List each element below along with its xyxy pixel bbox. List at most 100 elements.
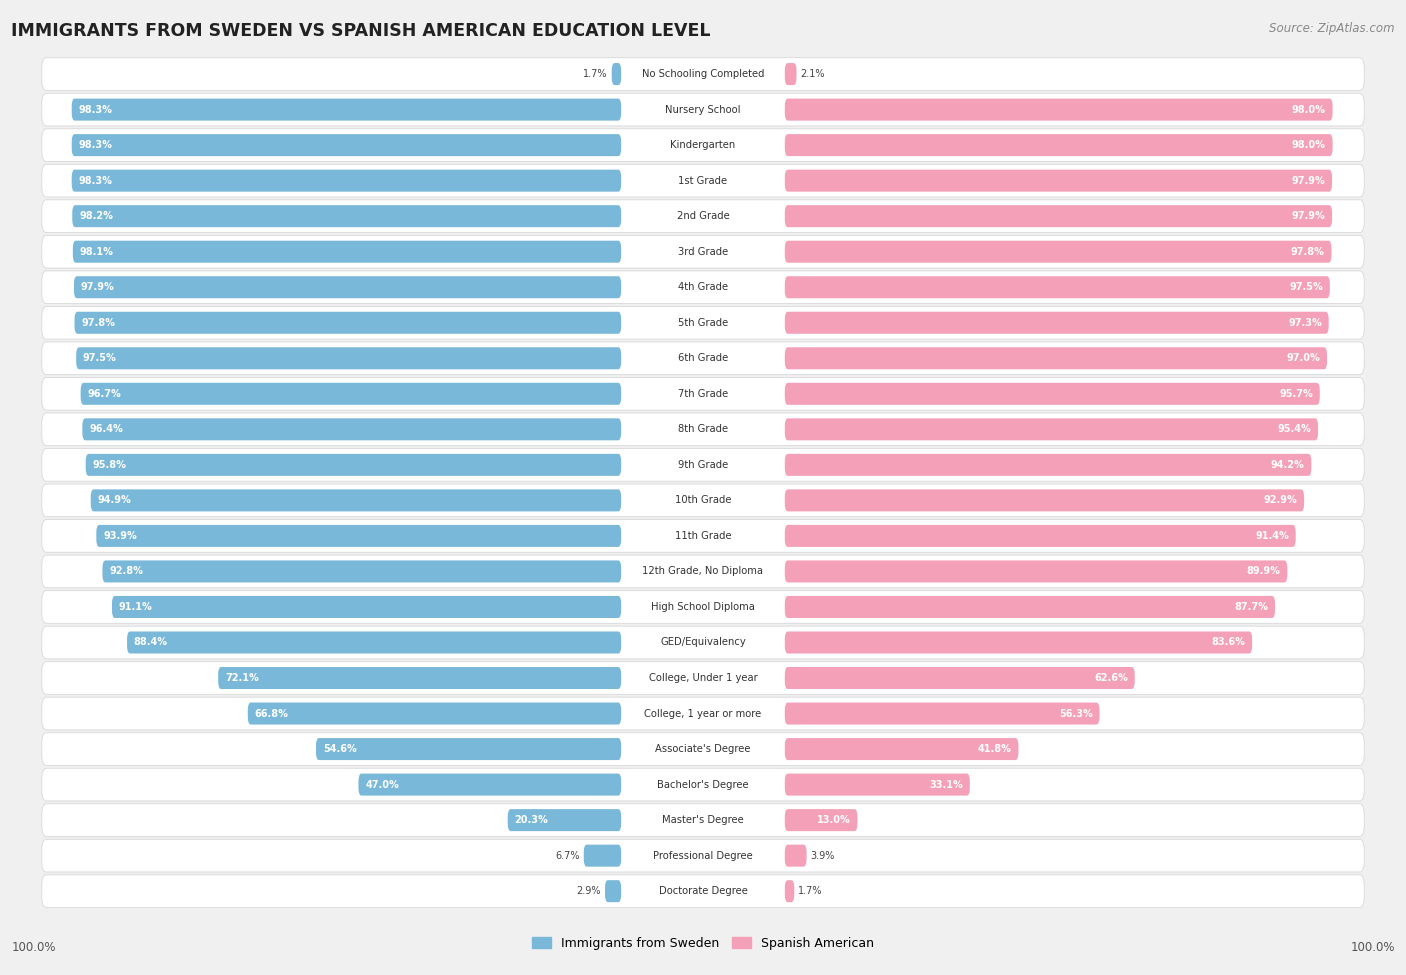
FancyBboxPatch shape bbox=[785, 809, 858, 831]
FancyBboxPatch shape bbox=[785, 596, 1275, 618]
FancyBboxPatch shape bbox=[785, 489, 1305, 512]
FancyBboxPatch shape bbox=[785, 667, 1135, 689]
FancyBboxPatch shape bbox=[73, 241, 621, 262]
FancyBboxPatch shape bbox=[91, 489, 621, 512]
FancyBboxPatch shape bbox=[96, 525, 621, 547]
FancyBboxPatch shape bbox=[83, 418, 621, 441]
Text: 94.2%: 94.2% bbox=[1271, 460, 1305, 470]
FancyBboxPatch shape bbox=[42, 733, 1364, 765]
FancyBboxPatch shape bbox=[127, 632, 621, 653]
Text: 91.4%: 91.4% bbox=[1256, 531, 1289, 541]
FancyBboxPatch shape bbox=[42, 377, 1364, 410]
Text: 2nd Grade: 2nd Grade bbox=[676, 212, 730, 221]
FancyBboxPatch shape bbox=[785, 703, 1099, 724]
Text: 95.4%: 95.4% bbox=[1278, 424, 1312, 434]
FancyBboxPatch shape bbox=[785, 135, 1333, 156]
Text: 97.8%: 97.8% bbox=[82, 318, 115, 328]
Text: 87.7%: 87.7% bbox=[1234, 602, 1268, 612]
Text: 98.0%: 98.0% bbox=[1292, 104, 1326, 115]
FancyBboxPatch shape bbox=[785, 632, 1253, 653]
Text: 97.8%: 97.8% bbox=[1291, 247, 1324, 256]
Text: 83.6%: 83.6% bbox=[1212, 638, 1246, 647]
FancyBboxPatch shape bbox=[785, 241, 1331, 262]
FancyBboxPatch shape bbox=[785, 561, 1288, 582]
FancyBboxPatch shape bbox=[42, 342, 1364, 374]
FancyBboxPatch shape bbox=[359, 773, 621, 796]
FancyBboxPatch shape bbox=[42, 484, 1364, 517]
FancyBboxPatch shape bbox=[42, 129, 1364, 162]
Text: IMMIGRANTS FROM SWEDEN VS SPANISH AMERICAN EDUCATION LEVEL: IMMIGRANTS FROM SWEDEN VS SPANISH AMERIC… bbox=[11, 22, 711, 40]
FancyBboxPatch shape bbox=[112, 596, 621, 618]
Text: High School Diploma: High School Diploma bbox=[651, 602, 755, 612]
FancyBboxPatch shape bbox=[76, 347, 621, 370]
Text: 97.5%: 97.5% bbox=[83, 353, 117, 364]
Text: 93.9%: 93.9% bbox=[103, 531, 136, 541]
Text: 97.9%: 97.9% bbox=[1292, 212, 1326, 221]
Text: 33.1%: 33.1% bbox=[929, 780, 963, 790]
Text: Nursery School: Nursery School bbox=[665, 104, 741, 115]
Text: 100.0%: 100.0% bbox=[11, 941, 56, 954]
Text: 6th Grade: 6th Grade bbox=[678, 353, 728, 364]
Text: 47.0%: 47.0% bbox=[366, 780, 399, 790]
Text: 9th Grade: 9th Grade bbox=[678, 460, 728, 470]
Text: Doctorate Degree: Doctorate Degree bbox=[658, 886, 748, 896]
Text: GED/Equivalency: GED/Equivalency bbox=[661, 638, 745, 647]
Text: 95.8%: 95.8% bbox=[93, 460, 127, 470]
Text: 92.9%: 92.9% bbox=[1264, 495, 1298, 505]
Text: Bachelor's Degree: Bachelor's Degree bbox=[657, 780, 749, 790]
Text: 100.0%: 100.0% bbox=[1350, 941, 1395, 954]
Text: 7th Grade: 7th Grade bbox=[678, 389, 728, 399]
FancyBboxPatch shape bbox=[75, 276, 621, 298]
Text: 13.0%: 13.0% bbox=[817, 815, 851, 825]
FancyBboxPatch shape bbox=[785, 844, 807, 867]
Text: 98.2%: 98.2% bbox=[79, 212, 112, 221]
Text: 97.3%: 97.3% bbox=[1288, 318, 1322, 328]
FancyBboxPatch shape bbox=[612, 63, 621, 85]
Text: College, 1 year or more: College, 1 year or more bbox=[644, 709, 762, 719]
Text: 98.3%: 98.3% bbox=[79, 176, 112, 185]
Text: 3.9%: 3.9% bbox=[811, 850, 835, 861]
Text: 72.1%: 72.1% bbox=[225, 673, 259, 683]
FancyBboxPatch shape bbox=[42, 271, 1364, 303]
FancyBboxPatch shape bbox=[42, 94, 1364, 126]
FancyBboxPatch shape bbox=[785, 276, 1330, 298]
FancyBboxPatch shape bbox=[42, 520, 1364, 552]
Text: Source: ZipAtlas.com: Source: ZipAtlas.com bbox=[1270, 22, 1395, 35]
FancyBboxPatch shape bbox=[785, 63, 797, 85]
FancyBboxPatch shape bbox=[86, 453, 621, 476]
Text: Associate's Degree: Associate's Degree bbox=[655, 744, 751, 754]
Text: 2.1%: 2.1% bbox=[800, 69, 825, 79]
FancyBboxPatch shape bbox=[785, 205, 1331, 227]
FancyBboxPatch shape bbox=[785, 418, 1317, 441]
Text: Professional Degree: Professional Degree bbox=[654, 850, 752, 861]
FancyBboxPatch shape bbox=[218, 667, 621, 689]
Text: Master's Degree: Master's Degree bbox=[662, 815, 744, 825]
FancyBboxPatch shape bbox=[785, 525, 1296, 547]
Legend: Immigrants from Sweden, Spanish American: Immigrants from Sweden, Spanish American bbox=[527, 931, 879, 955]
Text: 6.7%: 6.7% bbox=[555, 850, 579, 861]
FancyBboxPatch shape bbox=[583, 844, 621, 867]
FancyBboxPatch shape bbox=[785, 383, 1320, 405]
FancyBboxPatch shape bbox=[72, 170, 621, 192]
FancyBboxPatch shape bbox=[785, 880, 794, 902]
FancyBboxPatch shape bbox=[42, 697, 1364, 730]
FancyBboxPatch shape bbox=[42, 200, 1364, 232]
Text: 95.7%: 95.7% bbox=[1279, 389, 1313, 399]
FancyBboxPatch shape bbox=[72, 98, 621, 121]
Text: 54.6%: 54.6% bbox=[323, 744, 357, 754]
Text: 5th Grade: 5th Grade bbox=[678, 318, 728, 328]
Text: 2.9%: 2.9% bbox=[576, 886, 600, 896]
Text: 3rd Grade: 3rd Grade bbox=[678, 247, 728, 256]
Text: 8th Grade: 8th Grade bbox=[678, 424, 728, 434]
FancyBboxPatch shape bbox=[605, 880, 621, 902]
Text: 4th Grade: 4th Grade bbox=[678, 282, 728, 292]
Text: 96.4%: 96.4% bbox=[89, 424, 122, 434]
FancyBboxPatch shape bbox=[42, 662, 1364, 694]
FancyBboxPatch shape bbox=[80, 383, 621, 405]
FancyBboxPatch shape bbox=[72, 205, 621, 227]
Text: 20.3%: 20.3% bbox=[515, 815, 548, 825]
Text: 88.4%: 88.4% bbox=[134, 638, 167, 647]
FancyBboxPatch shape bbox=[785, 738, 1018, 761]
Text: 98.0%: 98.0% bbox=[1292, 140, 1326, 150]
FancyBboxPatch shape bbox=[42, 235, 1364, 268]
